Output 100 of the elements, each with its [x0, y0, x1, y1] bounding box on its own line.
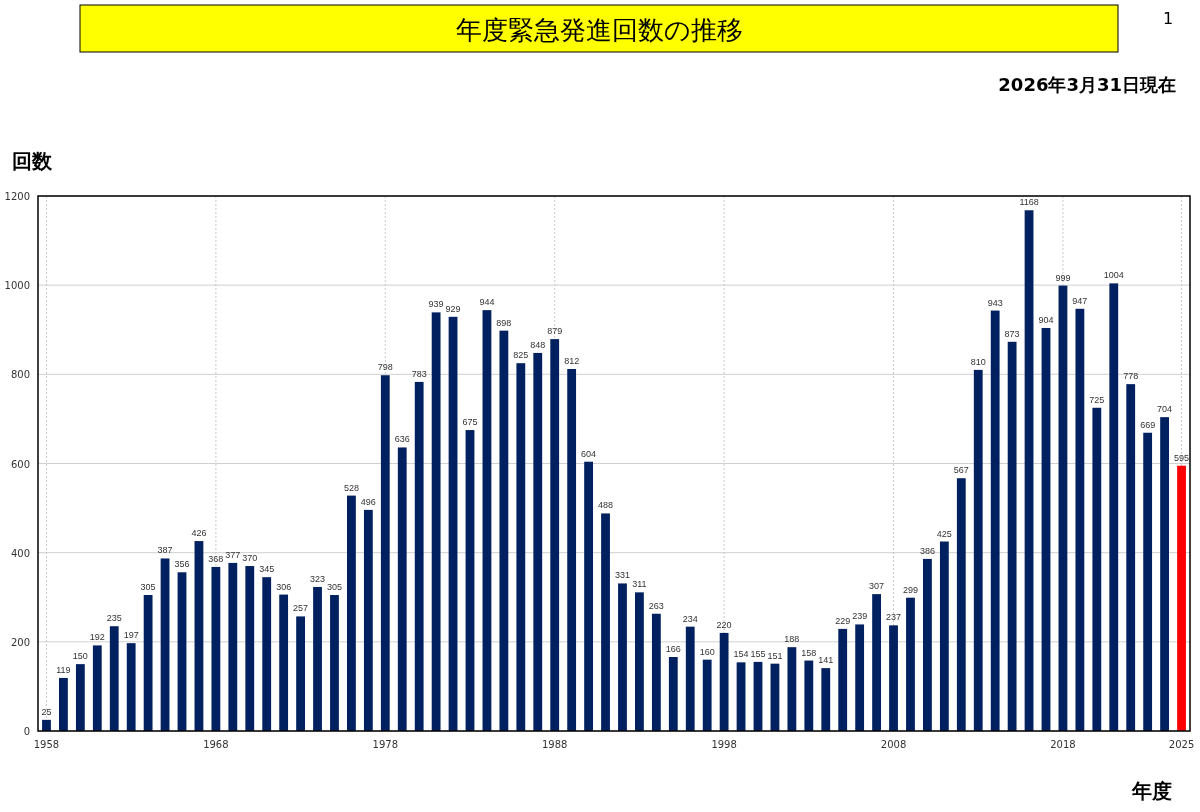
- x-tick-label: 2018: [1050, 739, 1076, 750]
- x-axis-title: 年度: [1131, 779, 1172, 803]
- data-label: 783: [411, 368, 427, 379]
- bar: [143, 595, 153, 731]
- bar: [821, 668, 831, 731]
- bar: [550, 339, 560, 731]
- data-label: 151: [767, 650, 783, 661]
- y-tick-label: 1200: [4, 191, 30, 202]
- y-tick-label: 800: [10, 369, 30, 381]
- data-label: 725: [1089, 394, 1105, 405]
- bar: [296, 616, 305, 731]
- bar: [211, 566, 221, 731]
- bar: [906, 597, 915, 731]
- data-label: 305: [140, 582, 156, 593]
- data-label: 636: [394, 434, 410, 445]
- bar: [313, 587, 322, 731]
- data-label: 848: [530, 339, 546, 350]
- data-label: 778: [1123, 371, 1139, 382]
- bar: [618, 583, 627, 731]
- data-label: 307: [869, 581, 885, 592]
- bar: [347, 495, 356, 731]
- data-label: 898: [496, 317, 512, 328]
- bar: [1160, 417, 1169, 731]
- bar: [584, 461, 593, 731]
- bar: [736, 662, 746, 731]
- data-label: 25: [41, 706, 52, 717]
- x-tick-label: 1978: [372, 739, 399, 750]
- data-label: 155: [750, 648, 766, 659]
- bar: [1024, 210, 1034, 731]
- bar: [177, 572, 187, 731]
- data-label: 192: [89, 632, 105, 643]
- x-tick-label: 2008: [880, 739, 907, 750]
- bar: [330, 595, 339, 731]
- data-label: 386: [919, 545, 935, 556]
- data-label: 306: [276, 581, 292, 592]
- data-label: 567: [953, 465, 969, 476]
- bar: [685, 626, 695, 731]
- data-label: 825: [513, 350, 529, 361]
- bar: [1126, 384, 1136, 731]
- data-label: 873: [1004, 328, 1020, 339]
- chart-subtitle: 2026年3月31日現在: [998, 74, 1176, 95]
- data-label: 299: [902, 584, 918, 595]
- bar: [380, 375, 390, 731]
- y-tick-label: 0: [23, 726, 30, 737]
- y-tick-label: 1000: [4, 280, 30, 292]
- data-label: 234: [682, 613, 698, 624]
- bar: [109, 626, 119, 731]
- data-label: 370: [242, 553, 258, 564]
- data-label: 158: [801, 647, 817, 658]
- bar: [59, 677, 68, 731]
- data-label: 939: [428, 299, 444, 310]
- data-label: 528: [343, 482, 359, 493]
- data-label: 197: [123, 630, 139, 641]
- data-label: 675: [462, 417, 478, 428]
- data-label: 426: [191, 528, 207, 539]
- y-tick-label: 200: [10, 636, 30, 648]
- bar: [465, 430, 475, 731]
- data-label: 345: [259, 564, 275, 575]
- data-label: 305: [326, 582, 342, 593]
- bar: [160, 558, 170, 731]
- data-label: 604: [581, 448, 597, 459]
- data-label: 425: [936, 528, 952, 539]
- data-label: 947: [1072, 295, 1088, 306]
- data-label: 119: [56, 664, 71, 675]
- bar: [126, 643, 136, 731]
- bar: [939, 541, 949, 731]
- bar: [1177, 465, 1186, 731]
- bar: [889, 625, 898, 731]
- data-label: 704: [1157, 404, 1173, 415]
- data-label: 377: [225, 549, 241, 560]
- data-label: 220: [716, 619, 732, 630]
- bar: [668, 656, 678, 731]
- y-tick-label: 600: [10, 458, 30, 470]
- data-label: 943: [987, 297, 1003, 308]
- bar: [787, 647, 797, 731]
- data-label: 229: [835, 615, 851, 626]
- data-label: 141: [818, 655, 834, 666]
- data-label: 1168: [1019, 197, 1039, 208]
- data-label: 257: [293, 603, 309, 614]
- data-label: 879: [547, 326, 563, 337]
- data-label: 237: [886, 612, 902, 623]
- bar: [1075, 308, 1085, 731]
- data-label: 904: [1038, 314, 1054, 325]
- data-label: 812: [564, 355, 580, 366]
- data-label: 798: [377, 362, 393, 373]
- bar: [75, 664, 85, 731]
- bar: [279, 594, 289, 731]
- bar: [855, 624, 865, 731]
- bar: [923, 558, 932, 731]
- bar: [601, 513, 610, 731]
- data-label: 1004: [1103, 270, 1124, 281]
- data-label: 239: [852, 611, 868, 622]
- bar: [651, 613, 661, 731]
- bar: [635, 592, 644, 731]
- data-label: 166: [665, 643, 681, 654]
- data-label: 331: [614, 570, 630, 581]
- data-label: 154: [733, 649, 749, 660]
- bar: [956, 478, 966, 731]
- bar: [363, 509, 373, 731]
- chart-title: 年度緊急発進回数の推移: [455, 15, 743, 45]
